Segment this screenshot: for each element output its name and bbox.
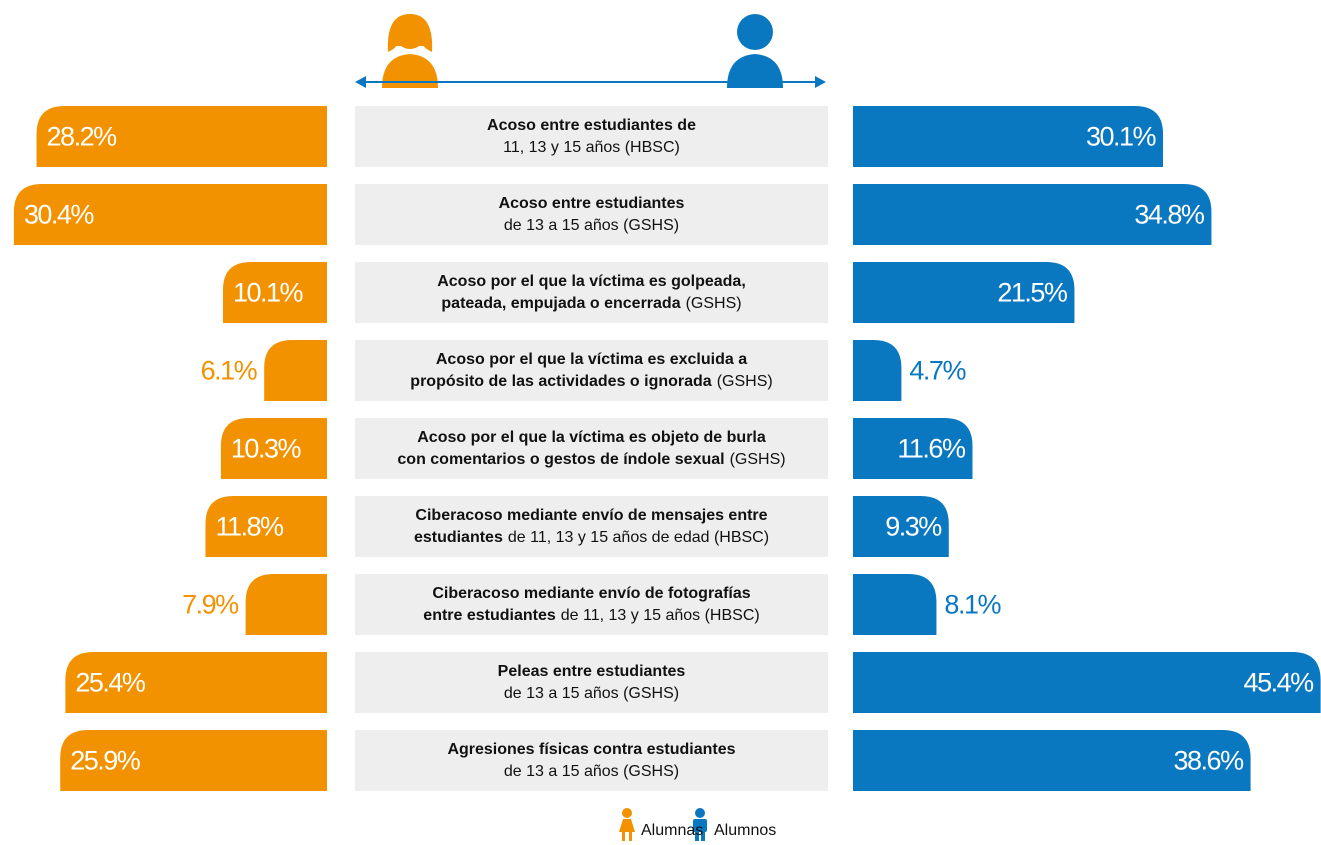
- category-label: Peleas entre estudiantes: [498, 663, 686, 680]
- value-label: 28.2%: [47, 122, 118, 152]
- bar: [853, 652, 1321, 713]
- legend-female-icon: [619, 808, 635, 841]
- value-label: 34.8%: [1134, 200, 1205, 230]
- category-label: de 13 a 15 años (GSHS): [504, 217, 679, 234]
- category-label-normal: de 13 a 15 años (GSHS): [504, 217, 679, 234]
- category-box: [355, 340, 828, 401]
- bar: [853, 262, 1075, 323]
- category-label-normal: de 11, 13 y 15 años (HBSC): [561, 607, 760, 624]
- category-label-bold: con comentarios o gestos de índole sexua…: [397, 451, 724, 468]
- category-label-normal: de 13 a 15 años (GSHS): [504, 685, 679, 702]
- bar: [36, 106, 327, 167]
- category-label: 11, 13 y 15 años (HBSC): [503, 139, 680, 156]
- value-label: 10.3%: [231, 434, 302, 464]
- category-box: [355, 106, 828, 167]
- value-label: 11.6%: [897, 434, 966, 464]
- category-label-bold: estudiantes: [414, 529, 503, 546]
- category-label-bold: Acoso entre estudiantes: [499, 195, 685, 212]
- category-box: [355, 652, 828, 713]
- value-label: 25.4%: [75, 668, 146, 698]
- double-arrow: [355, 76, 826, 88]
- category-label: Acoso entre estudiantes de: [487, 117, 696, 134]
- female-icon: [382, 14, 438, 88]
- category-label-bold: Acoso por el que la víctima es golpeada,: [437, 273, 746, 290]
- value-label: 45.4%: [1244, 668, 1315, 698]
- bar: [245, 574, 327, 635]
- category-label-normal: (GSHS): [730, 451, 786, 468]
- legend-label: Alumnas: [641, 822, 703, 839]
- legend: [619, 808, 707, 841]
- bar: [13, 184, 327, 245]
- category-label-bold: entre estudiantes: [423, 607, 556, 624]
- category-box: [355, 574, 828, 635]
- category-label: Acoso por el que la víctima es golpeada,: [437, 273, 746, 290]
- category-box: [355, 184, 828, 245]
- bar: [853, 340, 902, 401]
- value-label: 6.1%: [201, 356, 258, 386]
- bar: [222, 262, 327, 323]
- value-label: 7.9%: [182, 590, 239, 620]
- category-box: [355, 496, 828, 557]
- category-label-bold: Agresiones físicas contra estudiantes: [447, 741, 735, 758]
- category-label-bold: propósito de las actividades o ignorada: [410, 373, 712, 390]
- category-label-bold: Ciberacoso mediante envío de mensajes en…: [415, 507, 767, 524]
- value-label: 21.5%: [997, 278, 1068, 308]
- bar: [853, 496, 949, 557]
- value-label: 8.1%: [944, 590, 1001, 620]
- category-label: propósito de las actividades o ignorada (…: [410, 373, 772, 390]
- bar: [853, 106, 1164, 167]
- bar: [853, 184, 1212, 245]
- bar: [65, 652, 327, 713]
- male-icon: [727, 14, 783, 88]
- category-box: [355, 262, 828, 323]
- category-label: pateada, empujada o encerrada (GSHS): [441, 295, 741, 312]
- category-label-bold: Peleas entre estudiantes: [498, 663, 686, 680]
- category-label: Ciberacoso mediante envío de fotografías: [432, 585, 750, 602]
- bar: [60, 730, 327, 791]
- category-label-bold: Acoso por el que la víctima es excluida …: [436, 351, 747, 368]
- bar: [220, 418, 327, 479]
- category-label: estudiantes de 11, 13 y 15 años de edad (…: [414, 529, 769, 546]
- bar: [205, 496, 327, 557]
- category-label-normal: de 11, 13 y 15 años de edad (HBSC): [508, 529, 769, 546]
- category-box: [355, 730, 828, 791]
- bar: [853, 418, 973, 479]
- category-label-normal: 11, 13 y 15 años (HBSC): [503, 139, 680, 156]
- category-label: Acoso por el que la víctima es objeto de…: [417, 429, 766, 446]
- legend-male-icon: [693, 808, 707, 841]
- category-label-normal: (GSHS): [717, 373, 773, 390]
- category-label: Acoso entre estudiantes: [499, 195, 685, 212]
- category-label-bold: pateada, empujada o encerrada: [441, 295, 680, 312]
- value-label: 10.1%: [233, 278, 304, 308]
- category-label: Ciberacoso mediante envío de mensajes en…: [415, 507, 767, 524]
- bar: [853, 574, 937, 635]
- category-box: [355, 418, 828, 479]
- value-label: 30.4%: [24, 200, 95, 230]
- category-label: de 13 a 15 años (GSHS): [504, 763, 679, 780]
- value-label: 9.3%: [885, 512, 942, 542]
- category-label: Agresiones físicas contra estudiantes: [447, 741, 735, 758]
- value-label: 30.1%: [1086, 122, 1157, 152]
- value-label: 38.6%: [1174, 746, 1245, 776]
- bar: [853, 730, 1251, 791]
- category-label: entre estudiantes de 11, 13 y 15 años (HB…: [423, 607, 759, 624]
- category-label: con comentarios o gestos de índole sexua…: [397, 451, 785, 468]
- category-label-bold: Acoso entre estudiantes de: [487, 117, 696, 134]
- category-label-bold: Acoso por el que la víctima es objeto de…: [417, 429, 766, 446]
- category-label-normal: (GSHS): [686, 295, 742, 312]
- value-label: 25.9%: [70, 746, 141, 776]
- category-label: Acoso por el que la víctima es excluida …: [436, 351, 747, 368]
- category-label: de 13 a 15 años (GSHS): [504, 685, 679, 702]
- bar: [264, 340, 327, 401]
- value-label: 11.8%: [215, 512, 284, 542]
- category-label-bold: Ciberacoso mediante envío de fotografías: [432, 585, 750, 602]
- legend-label: Alumnos: [714, 822, 776, 839]
- category-label-normal: de 13 a 15 años (GSHS): [504, 763, 679, 780]
- value-label: 4.7%: [909, 356, 966, 386]
